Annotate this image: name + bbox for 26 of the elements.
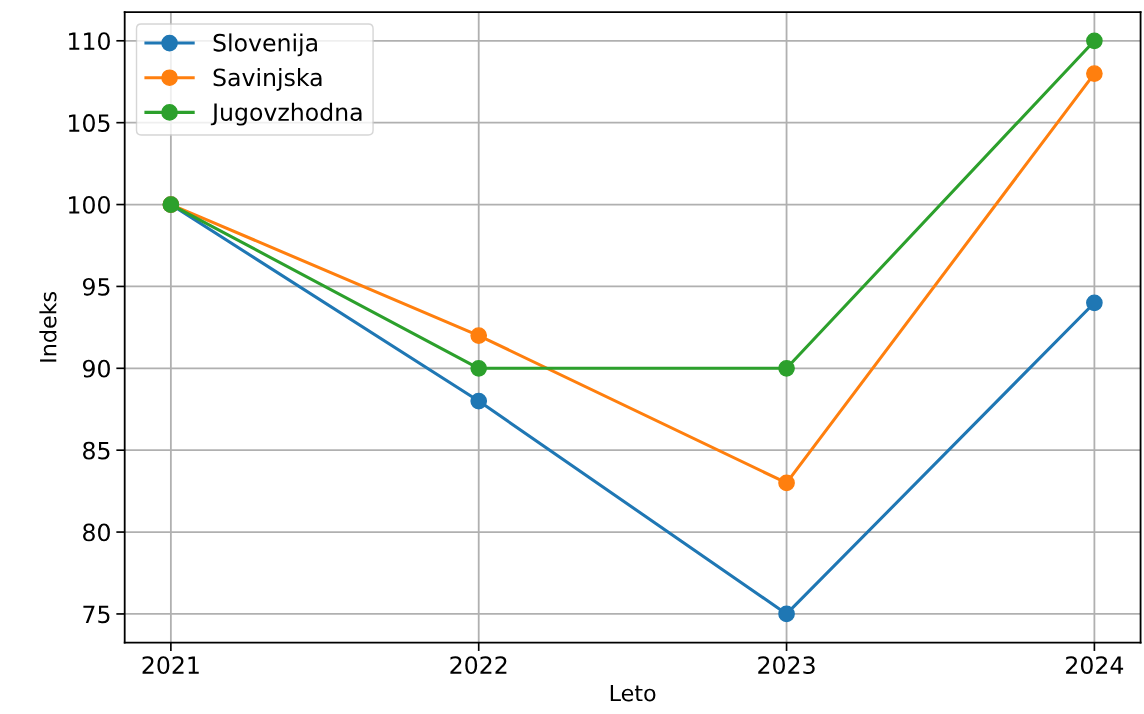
y-tick-label: 100 — [69, 196, 110, 214]
x-tick-label: 2022 — [450, 656, 507, 675]
y-tick-label: 90 — [82, 359, 110, 378]
x-axis-title: Leto — [610, 684, 656, 702]
y-tick-label: 75 — [83, 605, 110, 624]
x-tick-label: 2021 — [142, 656, 199, 675]
x-tick-label: 2023 — [758, 656, 815, 675]
y-axis-title: Indeks — [39, 292, 57, 362]
x-tick-label: 2024 — [1066, 656, 1124, 675]
legend-label: Savinjska — [213, 68, 322, 91]
y-tick-label: 95 — [82, 277, 110, 296]
y-tick-label: 85 — [83, 441, 110, 460]
legend-label: Slovenija — [213, 33, 317, 57]
y-tick-label: 110 — [69, 32, 110, 51]
y-tick-label: 105 — [69, 114, 110, 132]
point — [470, 359, 488, 377]
point — [1086, 65, 1103, 82]
legend-label: Jugovzhodna — [210, 102, 362, 126]
point — [778, 605, 795, 623]
point — [1086, 32, 1103, 50]
y-tick-label: 80 — [83, 523, 110, 542]
point — [470, 392, 488, 410]
point — [1086, 294, 1103, 312]
point — [778, 359, 795, 377]
point — [778, 474, 795, 492]
point — [470, 327, 488, 344]
